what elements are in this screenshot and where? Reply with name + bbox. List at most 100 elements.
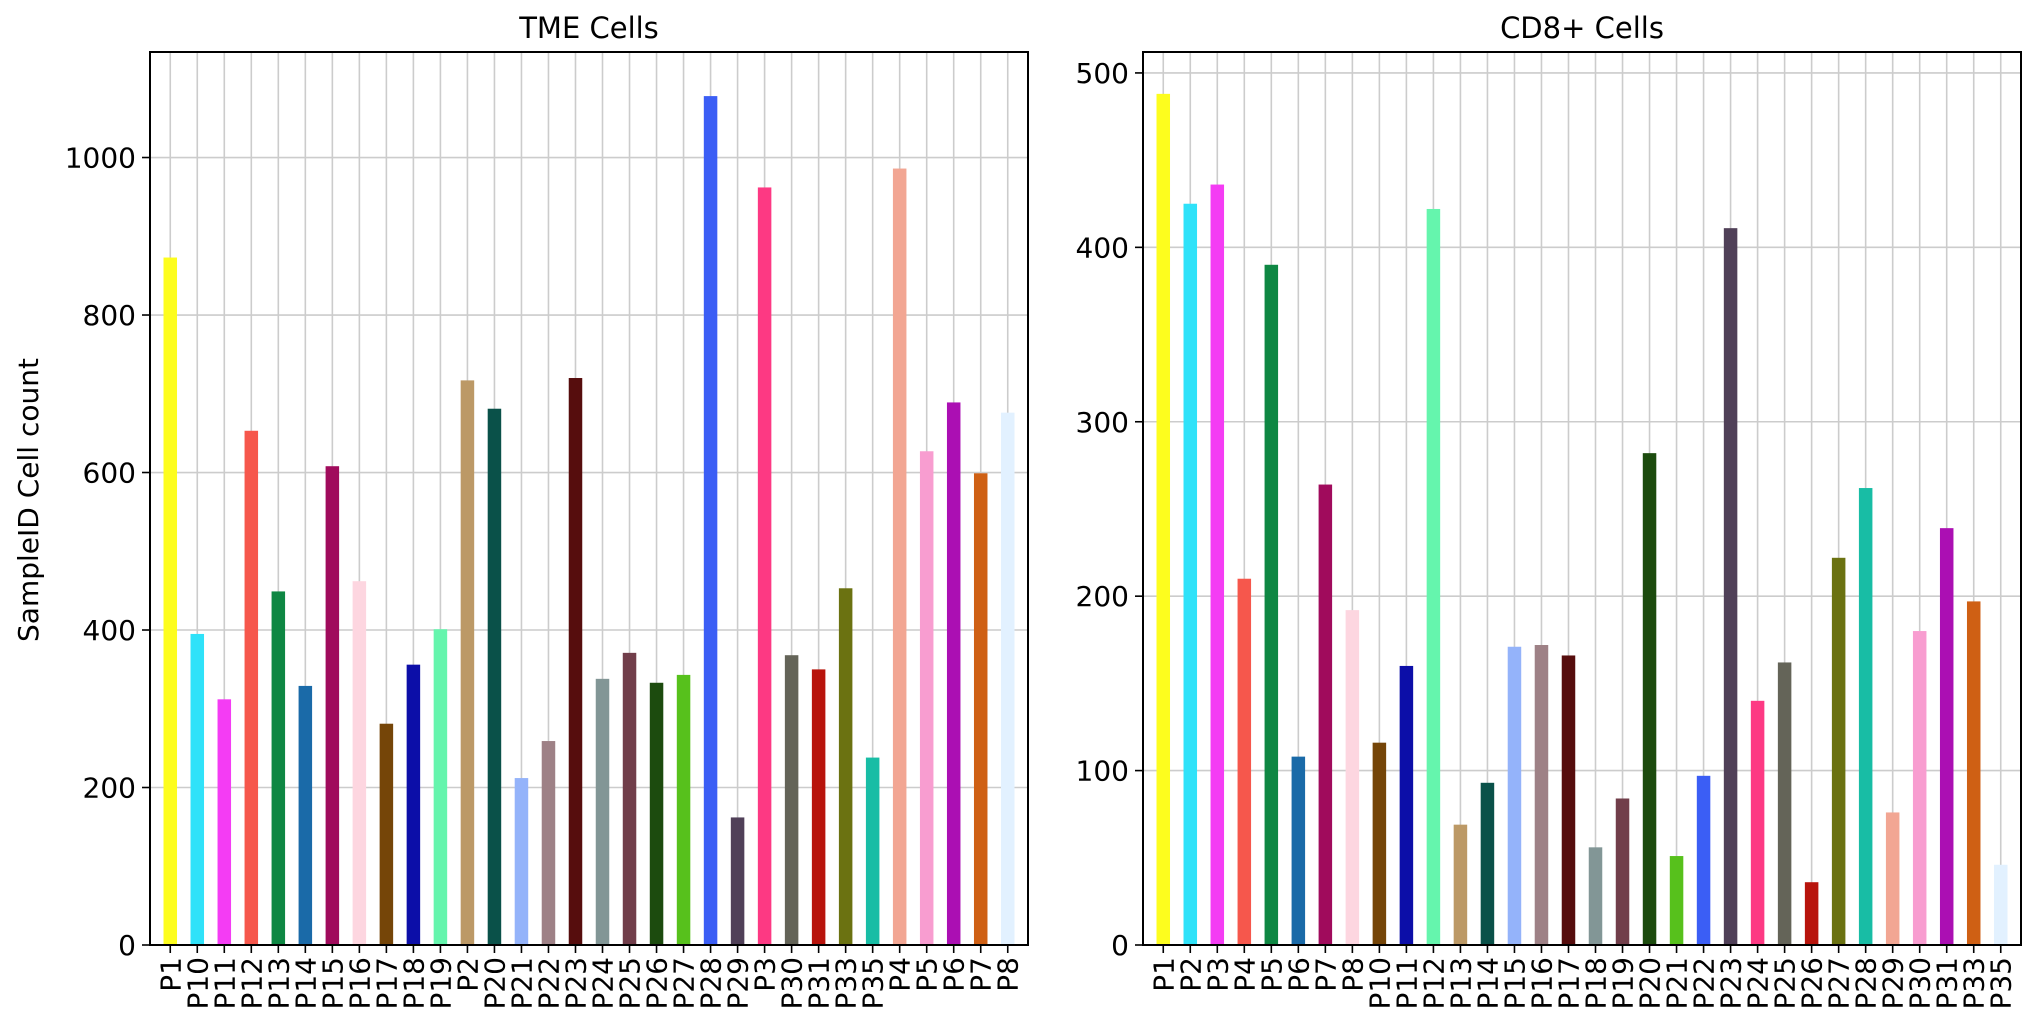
y-tick-label: 0 xyxy=(118,929,136,962)
bar-p25 xyxy=(1777,662,1792,945)
bars xyxy=(1156,93,2008,945)
y-axis: 0 100 200 300 400 500 xyxy=(1076,57,1143,962)
x-tick-label: P8 xyxy=(992,957,1025,992)
x-tick-label: P4 xyxy=(884,957,917,992)
x-tick-label: P35 xyxy=(1985,957,2018,1010)
x-tick-label: P13 xyxy=(1444,957,1477,1010)
x-tick-label: P17 xyxy=(370,957,403,1010)
y-tick-label: 500 xyxy=(1076,57,1129,90)
bar-p15 xyxy=(325,466,340,945)
y-tick-label: 600 xyxy=(83,457,136,490)
x-tick-label: P25 xyxy=(1769,957,1802,1010)
y-tick-label: 200 xyxy=(83,772,136,805)
bar-p11 xyxy=(1399,665,1414,945)
bar-p1 xyxy=(1156,93,1171,945)
bar-p28 xyxy=(1858,488,1873,945)
bar-p1 xyxy=(163,257,178,945)
bar-p13 xyxy=(1453,824,1468,945)
x-tick-label: P6 xyxy=(938,957,971,992)
bar-p29 xyxy=(730,817,745,945)
bar-p10 xyxy=(1372,742,1387,945)
x-tick-label: P31 xyxy=(1931,957,1964,1010)
chart-panel-cd8-cells: 0100200300400500P1P2P3P4P5P6P7P8P10P11P1… xyxy=(1076,11,2022,1010)
x-tick-label: P12 xyxy=(235,957,268,1010)
bar-p4 xyxy=(892,168,907,945)
bar-p8 xyxy=(1345,610,1360,945)
bar-p31 xyxy=(1939,528,1954,945)
bar-p3 xyxy=(1210,184,1225,945)
x-tick-label: P3 xyxy=(749,957,782,992)
x-tick-label: P33 xyxy=(1958,957,1991,1010)
x-tick-label: P35 xyxy=(857,957,890,1010)
bar-p22 xyxy=(1696,775,1711,945)
x-tick-label: P1 xyxy=(1147,957,1180,992)
bar-p14 xyxy=(298,685,313,945)
x-tick-label: P14 xyxy=(289,957,322,1010)
x-tick-label: P20 xyxy=(478,957,511,1010)
bar-p23 xyxy=(568,378,583,945)
bar-p2 xyxy=(1183,203,1198,945)
bar-p29 xyxy=(1885,812,1900,945)
chart-title: CD8+ Cells xyxy=(1500,11,1664,45)
x-tick-label: P13 xyxy=(262,957,295,1010)
x-tick-label: P5 xyxy=(911,957,944,992)
bar-p23 xyxy=(1723,228,1738,945)
x-tick-label: P7 xyxy=(1309,957,1342,992)
y-tick-label: 1000 xyxy=(65,142,136,175)
bar-p24 xyxy=(1750,700,1765,945)
bar-p16 xyxy=(1534,645,1549,945)
x-tick-label: P15 xyxy=(1498,957,1531,1010)
bar-p33 xyxy=(1966,601,1981,945)
bars xyxy=(163,96,1015,946)
bar-p18 xyxy=(406,664,421,945)
x-tick-label: P26 xyxy=(641,957,674,1010)
x-tick-label: P11 xyxy=(208,957,241,1010)
bar-p15 xyxy=(1507,646,1522,945)
x-tick-label: P28 xyxy=(1850,957,1883,1010)
x-tick-label: P22 xyxy=(532,957,565,1010)
x-tick-label: P31 xyxy=(803,957,836,1010)
x-tick-label: P12 xyxy=(1417,957,1450,1010)
bar-p19 xyxy=(1615,798,1630,945)
bar-p10 xyxy=(190,633,205,945)
bar-p26 xyxy=(649,682,664,945)
bar-p4 xyxy=(1237,578,1252,945)
x-tick-label: P10 xyxy=(1363,957,1396,1010)
bar-p35 xyxy=(865,757,880,945)
x-tick-label: P3 xyxy=(1201,957,1234,992)
x-tick-label: P15 xyxy=(316,957,349,1010)
x-tick-label: P19 xyxy=(1607,957,1640,1010)
y-tick-label: 100 xyxy=(1076,755,1129,788)
bar-p7 xyxy=(1318,484,1333,945)
x-tick-label: P16 xyxy=(1525,957,1558,1010)
chart-panel-tme-cells: 0 200 400 600 800 1000 P1P10P11P12P13P14P15P16… xyxy=(65,11,1029,1010)
bar-p3 xyxy=(757,187,772,945)
bar-p33 xyxy=(838,588,853,945)
bar-p17 xyxy=(379,723,394,945)
x-tick-label: P29 xyxy=(722,957,755,1010)
axes-frame xyxy=(1142,51,2022,946)
bar-p12 xyxy=(244,430,259,946)
y-tick-label: 400 xyxy=(1076,231,1129,264)
x-tick-label: P8 xyxy=(1336,957,1369,992)
x-tick-label: P30 xyxy=(1904,957,1937,1010)
y-tick-label: 800 xyxy=(83,299,136,332)
bar-p13 xyxy=(271,591,286,945)
x-tick-label: P22 xyxy=(1688,957,1721,1010)
x-tick-label: P4 xyxy=(1228,957,1261,992)
bar-p35 xyxy=(1993,864,2008,945)
bar-p11 xyxy=(217,699,232,945)
bar-p20 xyxy=(487,408,502,945)
x-tick-label: P25 xyxy=(614,957,647,1010)
bar-p27 xyxy=(676,674,691,945)
x-tick-label: P33 xyxy=(830,957,863,1010)
x-tick-label: P27 xyxy=(1823,957,1856,1010)
x-tick-label: P24 xyxy=(1742,957,1775,1010)
bar-p24 xyxy=(595,678,610,945)
bar-p30 xyxy=(1912,631,1927,945)
bar-p31 xyxy=(811,669,826,945)
x-tick-label: P19 xyxy=(424,957,457,1010)
x-tick-label: P20 xyxy=(1634,957,1667,1010)
x-tick-label: P21 xyxy=(505,957,538,1010)
x-tick-label: P23 xyxy=(559,957,592,1010)
